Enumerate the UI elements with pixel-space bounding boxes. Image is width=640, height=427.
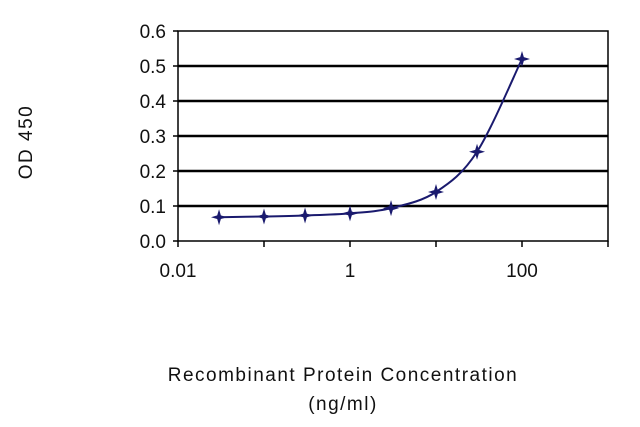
data-point xyxy=(383,200,400,217)
x-axis-unit-label: (ng/ml) xyxy=(308,394,378,415)
y-tick-label: 0.1 xyxy=(140,197,166,218)
y-tick-label: 0.2 xyxy=(140,162,166,183)
x-axis-label: Recombinant Protein Concentration xyxy=(168,365,519,386)
data-point xyxy=(256,208,272,225)
data-point xyxy=(211,209,228,226)
data-point xyxy=(297,207,314,224)
y-axis-label: OD 450 xyxy=(16,105,37,179)
data-point xyxy=(342,205,358,222)
y-tick-label: 0.0 xyxy=(140,232,166,253)
series-curve xyxy=(219,58,523,219)
y-tick-label: 0.6 xyxy=(140,22,166,43)
x-tick-label: 1 xyxy=(345,261,356,282)
data-point xyxy=(428,184,444,200)
data-point xyxy=(469,143,486,160)
y-axis-ticks: 0.0 0.1 0.2 0.3 0.4 0.5 0.6 xyxy=(140,22,178,253)
x-tick-label: 0.01 xyxy=(160,261,197,282)
grid-lines xyxy=(178,64,608,208)
x-axis-ticks: 0.01 1 100 xyxy=(160,241,609,282)
y-tick-label: 0.5 xyxy=(140,57,166,78)
data-point xyxy=(514,51,530,67)
series-line xyxy=(211,51,530,226)
x-tick-label: 100 xyxy=(506,261,538,282)
y-tick-label: 0.4 xyxy=(140,92,167,113)
y-tick-label: 0.3 xyxy=(140,127,166,148)
